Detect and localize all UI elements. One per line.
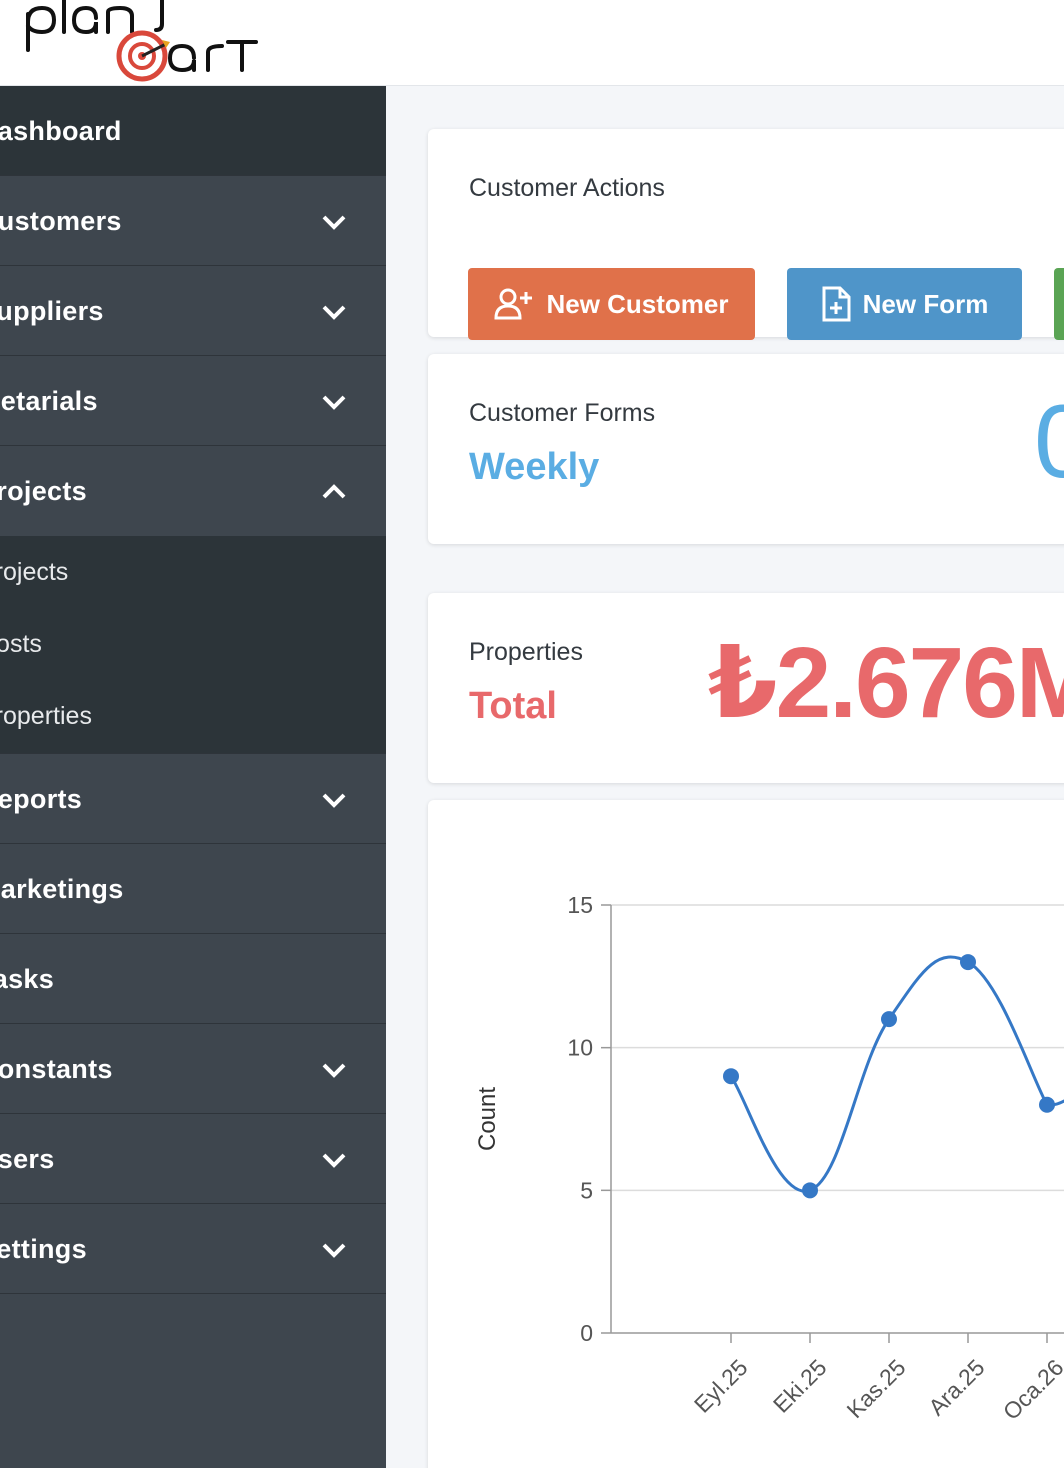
file-plus-icon <box>822 286 851 322</box>
new-form-label: New Form <box>862 288 989 319</box>
sidebar-item-metarials[interactable]: Metarials <box>0 356 386 446</box>
x-tick-label: Ara.25 <box>923 1354 989 1420</box>
properties-total-amount: ₺2.676M <box>708 627 1064 739</box>
series-line <box>729 955 1064 1193</box>
properties-total-label: Total <box>469 685 557 727</box>
submenu-item-label: Properties <box>0 702 92 730</box>
plandart-logo[interactable] <box>24 0 264 82</box>
sidebar-item-tasks[interactable]: Tasks <box>0 934 386 1024</box>
new-form-button[interactable]: New Form <box>787 268 1022 340</box>
properties-card: Properties Total ₺2.676M <box>428 593 1064 783</box>
x-tick-label: Kas.25 <box>842 1354 911 1423</box>
projects-submenu: Projects Costs Properties <box>0 536 386 754</box>
submenu-item-costs[interactable]: Costs <box>0 608 386 680</box>
chevron-down-icon <box>322 1243 346 1258</box>
submenu-item-properties[interactable]: Properties <box>0 680 386 752</box>
chevron-down-icon <box>322 1153 346 1168</box>
sidebar-item-label: Suppliers <box>0 296 104 326</box>
sidebar-item-projects[interactable]: Projects <box>0 446 386 536</box>
new-customer-button[interactable]: New Customer <box>468 268 755 340</box>
data-point <box>881 1011 897 1028</box>
submenu-item-label: Costs <box>0 630 42 658</box>
y-tick-label: 0 <box>580 1320 593 1346</box>
sidebar-item-label: Customers <box>0 206 122 236</box>
data-point <box>960 954 976 971</box>
sidebar-item-label: Users <box>0 1144 55 1174</box>
customer-actions-card: Customer Actions New Customer New Form <box>428 129 1064 340</box>
sidebar-item-label: Reports <box>0 784 83 814</box>
sidebar-item-users[interactable]: Users <box>0 1114 386 1204</box>
main-content: Customer Actions New Customer New Form C… <box>386 86 1064 1468</box>
chevron-down-icon <box>322 305 346 320</box>
chevron-down-icon <box>322 215 346 230</box>
data-point <box>802 1182 818 1199</box>
customer-forms-period: Weekly <box>469 446 600 488</box>
submenu-item-projects[interactable]: Projects <box>0 536 386 608</box>
y-axis-label: Count <box>474 1087 501 1151</box>
sidebar-item-label: Tasks <box>0 964 55 994</box>
data-point <box>723 1068 739 1085</box>
top-header <box>0 0 1064 86</box>
x-tick-label: Oca.26 <box>998 1354 1064 1425</box>
y-tick-label: 15 <box>567 892 593 918</box>
sidebar-item-customers[interactable]: Customers <box>0 176 386 266</box>
data-point <box>1039 1096 1055 1113</box>
chevron-up-icon <box>322 484 346 499</box>
customer-forms-title: Customer Forms <box>469 399 656 427</box>
sidebar-item-suppliers[interactable]: Suppliers <box>0 266 386 356</box>
customer-forms-card: Customer Forms Weekly 0 <box>428 354 1064 544</box>
sidebar-item-marketings[interactable]: Marketings <box>0 844 386 934</box>
chevron-down-icon <box>322 1063 346 1078</box>
y-tick-label: 10 <box>567 1035 593 1061</box>
customer-actions-title: Customer Actions <box>469 174 665 202</box>
chevron-down-icon <box>322 793 346 808</box>
x-tick-label: Eki.25 <box>768 1354 832 1418</box>
sidebar: Dashboard Customers Suppliers Metarials … <box>0 86 386 1468</box>
customer-forms-count: 0 <box>1034 384 1064 500</box>
submenu-item-label: Projects <box>0 558 69 586</box>
chevron-down-icon <box>322 395 346 410</box>
properties-title: Properties <box>469 638 583 666</box>
sidebar-item-dashboard[interactable]: Dashboard <box>0 86 386 176</box>
sidebar-item-settings[interactable]: Settings <box>0 1204 386 1294</box>
sidebar-item-label: Settings <box>0 1234 87 1264</box>
sidebar-item-label: Marketings <box>0 874 124 904</box>
add-user-icon <box>494 288 533 320</box>
line-chart: 0 5 10 15 Count Eyl.25 Eki.25 Kas.25 Ara.25 Oca.2… <box>474 892 1064 1425</box>
sidebar-item-label: Constants <box>0 1054 113 1084</box>
sidebar-item-reports[interactable]: Reports <box>0 754 386 844</box>
sidebar-item-label: Projects <box>0 476 87 506</box>
sidebar-item-label: Metarials <box>0 386 98 416</box>
sidebar-item-label: Dashboard <box>0 116 122 146</box>
third-action-button[interactable] <box>1054 268 1064 340</box>
y-tick-label: 5 <box>580 1177 593 1203</box>
chart-card: 0 5 10 15 Count Eyl.25 Eki.25 Kas.25 Ara.25 Oca.2… <box>428 800 1064 1468</box>
x-tick-label: Eyl.25 <box>689 1354 753 1418</box>
sidebar-item-constants[interactable]: Constants <box>0 1024 386 1114</box>
new-customer-label: New Customer <box>546 288 729 319</box>
